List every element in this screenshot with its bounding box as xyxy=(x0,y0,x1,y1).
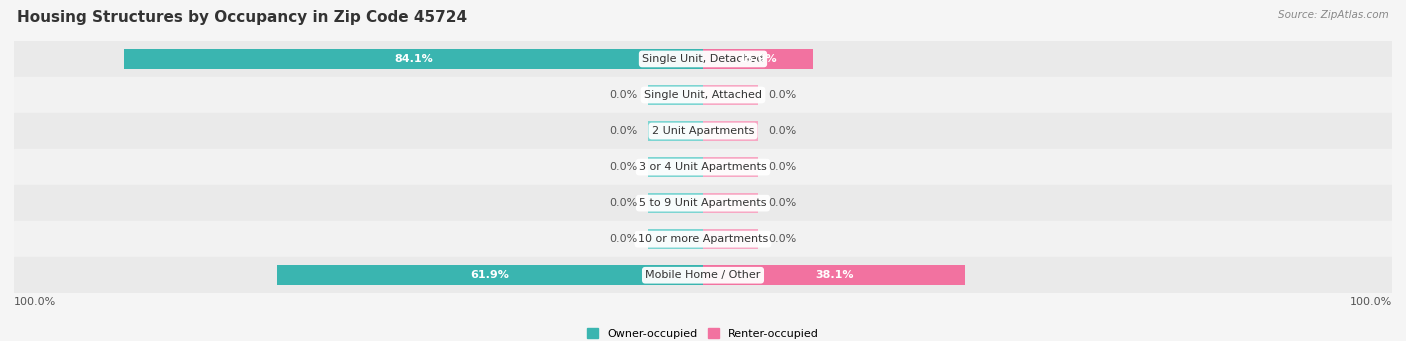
Text: Housing Structures by Occupancy in Zip Code 45724: Housing Structures by Occupancy in Zip C… xyxy=(17,10,467,25)
Text: Mobile Home / Other: Mobile Home / Other xyxy=(645,270,761,280)
Text: 0.0%: 0.0% xyxy=(769,162,797,172)
Text: 0.0%: 0.0% xyxy=(769,198,797,208)
Text: 100.0%: 100.0% xyxy=(1350,297,1392,307)
Text: 0.0%: 0.0% xyxy=(769,234,797,244)
Text: 38.1%: 38.1% xyxy=(815,270,853,280)
Text: 0.0%: 0.0% xyxy=(769,90,797,100)
Bar xyxy=(14,113,1392,149)
Bar xyxy=(14,257,1392,293)
Bar xyxy=(14,149,1392,185)
Text: 2 Unit Apartments: 2 Unit Apartments xyxy=(652,126,754,136)
Text: 5 to 9 Unit Apartments: 5 to 9 Unit Apartments xyxy=(640,198,766,208)
Bar xyxy=(648,121,703,141)
Bar xyxy=(277,265,703,285)
Text: 0.0%: 0.0% xyxy=(609,90,637,100)
Text: 15.9%: 15.9% xyxy=(738,54,778,64)
Text: 10 or more Apartments: 10 or more Apartments xyxy=(638,234,768,244)
Text: 0.0%: 0.0% xyxy=(609,162,637,172)
Text: Single Unit, Detached: Single Unit, Detached xyxy=(643,54,763,64)
Bar xyxy=(703,193,758,213)
Bar xyxy=(124,49,703,69)
Bar xyxy=(648,157,703,177)
Text: 0.0%: 0.0% xyxy=(609,234,637,244)
Text: 84.1%: 84.1% xyxy=(394,54,433,64)
Bar xyxy=(648,85,703,105)
Bar xyxy=(703,265,966,285)
Text: Source: ZipAtlas.com: Source: ZipAtlas.com xyxy=(1278,10,1389,20)
Text: 0.0%: 0.0% xyxy=(609,126,637,136)
Text: Single Unit, Attached: Single Unit, Attached xyxy=(644,90,762,100)
Bar xyxy=(703,85,758,105)
Text: 0.0%: 0.0% xyxy=(609,198,637,208)
Bar xyxy=(648,229,703,249)
Bar xyxy=(703,157,758,177)
Bar xyxy=(703,121,758,141)
Legend: Owner-occupied, Renter-occupied: Owner-occupied, Renter-occupied xyxy=(582,324,824,341)
Bar xyxy=(703,49,813,69)
Text: 0.0%: 0.0% xyxy=(769,126,797,136)
Bar xyxy=(14,77,1392,113)
Text: 61.9%: 61.9% xyxy=(471,270,509,280)
Text: 100.0%: 100.0% xyxy=(14,297,56,307)
Bar xyxy=(14,221,1392,257)
Bar xyxy=(14,185,1392,221)
Bar xyxy=(703,229,758,249)
Bar xyxy=(648,193,703,213)
Text: 3 or 4 Unit Apartments: 3 or 4 Unit Apartments xyxy=(640,162,766,172)
Bar xyxy=(14,41,1392,77)
